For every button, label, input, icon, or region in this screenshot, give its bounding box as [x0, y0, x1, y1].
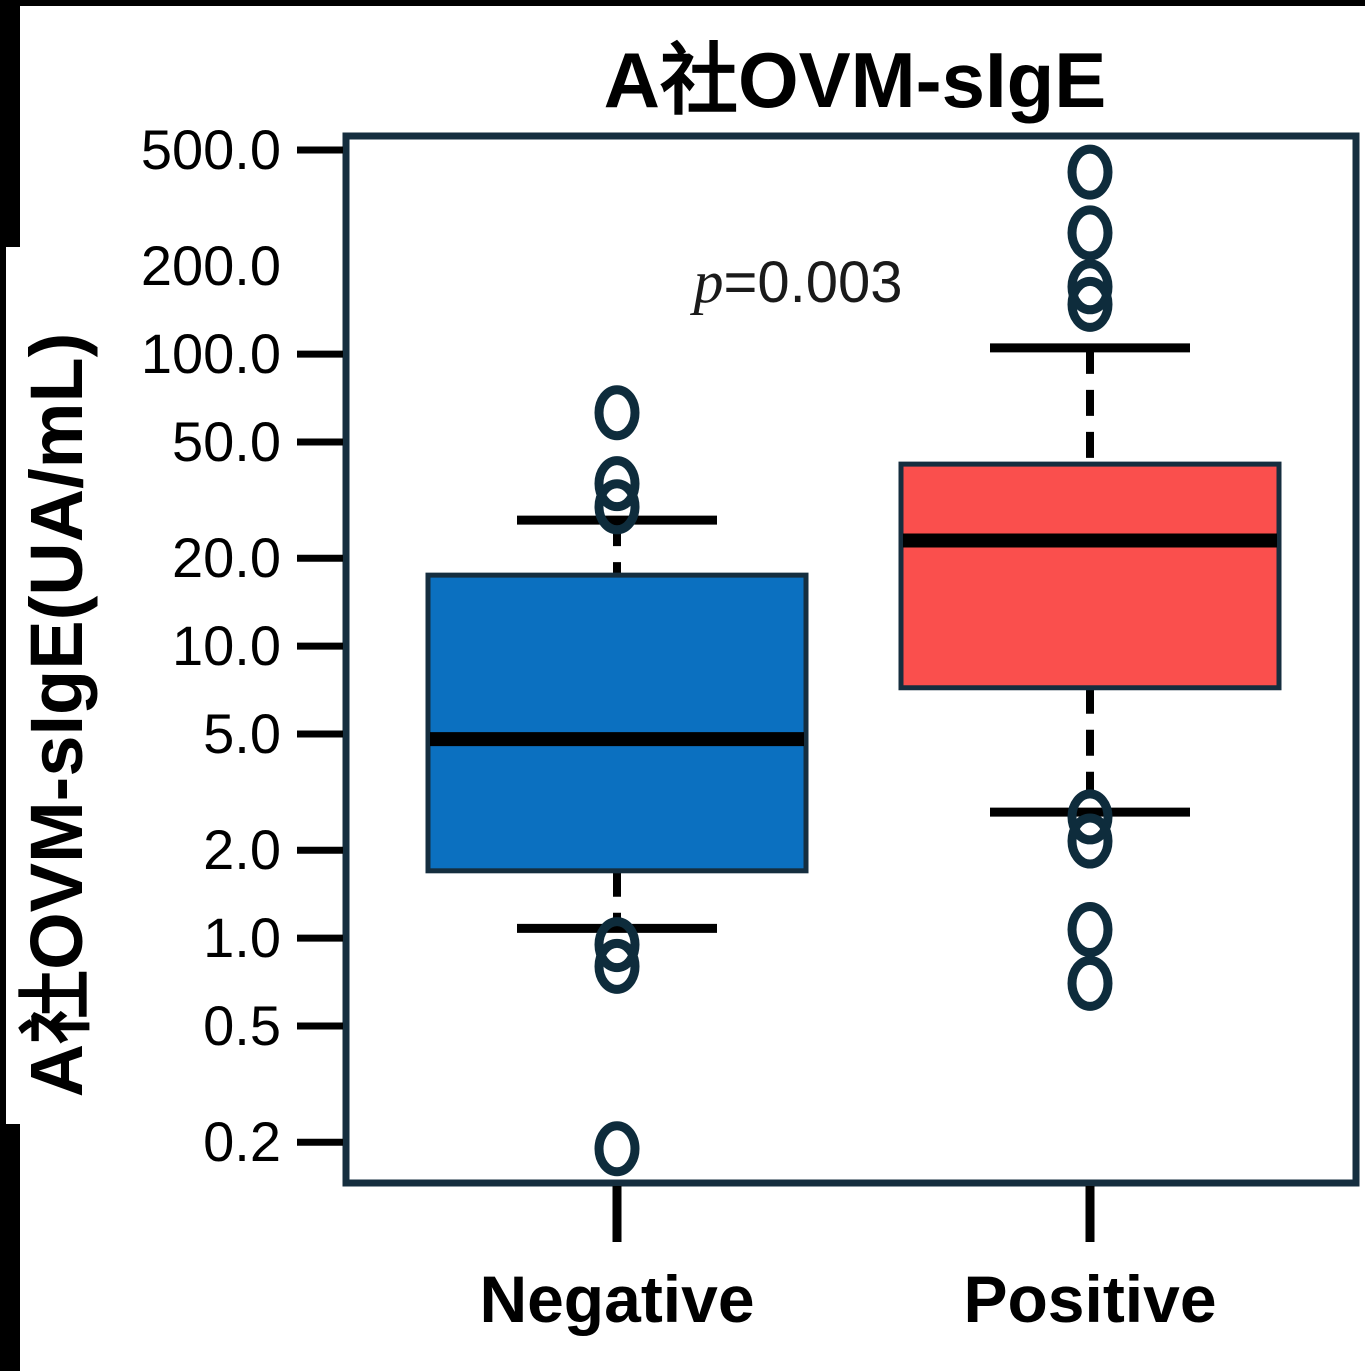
outlier-point-negative	[594, 479, 640, 535]
y-tick-label: 5.0	[203, 702, 281, 765]
x-category-label-positive: Positive	[963, 1262, 1216, 1336]
p-value-text: =0.003	[723, 250, 903, 315]
plot-border	[342, 132, 1360, 1187]
p-value-annotation: p=0.003	[598, 248, 998, 317]
outlier-point-positive	[1067, 813, 1113, 869]
frame-top-bar	[0, 0, 1365, 6]
y-tick-label: 2.0	[203, 818, 281, 881]
outlier-point-positive	[1067, 789, 1113, 845]
y-axis-label: A社OVM-sIgE(UA/mL)	[15, 332, 98, 1098]
frame-left-line	[0, 0, 6, 1371]
y-tick-label: 50.0	[172, 410, 281, 473]
outlier-point-positive	[1067, 259, 1113, 315]
outlier-point-positive	[1067, 205, 1113, 261]
frame-left-top-bar	[0, 0, 20, 247]
box-positive	[898, 461, 1282, 691]
y-tick-label: 100.0	[141, 322, 281, 385]
y-tick-label: 1.0	[203, 906, 281, 969]
y-tick-label: 0.5	[203, 994, 281, 1057]
frame-left-bottom-bar	[0, 1124, 20, 1371]
outlier-point-negative	[594, 1121, 640, 1177]
outlier-point-negative	[594, 938, 640, 994]
box-negative	[425, 572, 809, 874]
y-tick-label: 500.0	[141, 118, 281, 181]
y-tick-label: 0.2	[203, 1110, 281, 1173]
x-category-label-negative: Negative	[479, 1262, 754, 1336]
outlier-point-positive	[1067, 955, 1113, 1011]
outlier-point-positive	[1067, 144, 1113, 200]
outlier-point-negative	[594, 385, 640, 441]
outlier-point-negative	[594, 917, 640, 973]
y-tick-label: 200.0	[141, 234, 281, 297]
p-variable: p	[693, 249, 724, 315]
chart-title: A社OVM-sIgE	[603, 36, 1107, 124]
y-tick-label: 10.0	[172, 614, 281, 677]
outlier-point-negative	[594, 456, 640, 512]
y-tick-label: 20.0	[172, 526, 281, 589]
outlier-point-positive	[1067, 276, 1113, 332]
outlier-point-positive	[1067, 902, 1113, 958]
